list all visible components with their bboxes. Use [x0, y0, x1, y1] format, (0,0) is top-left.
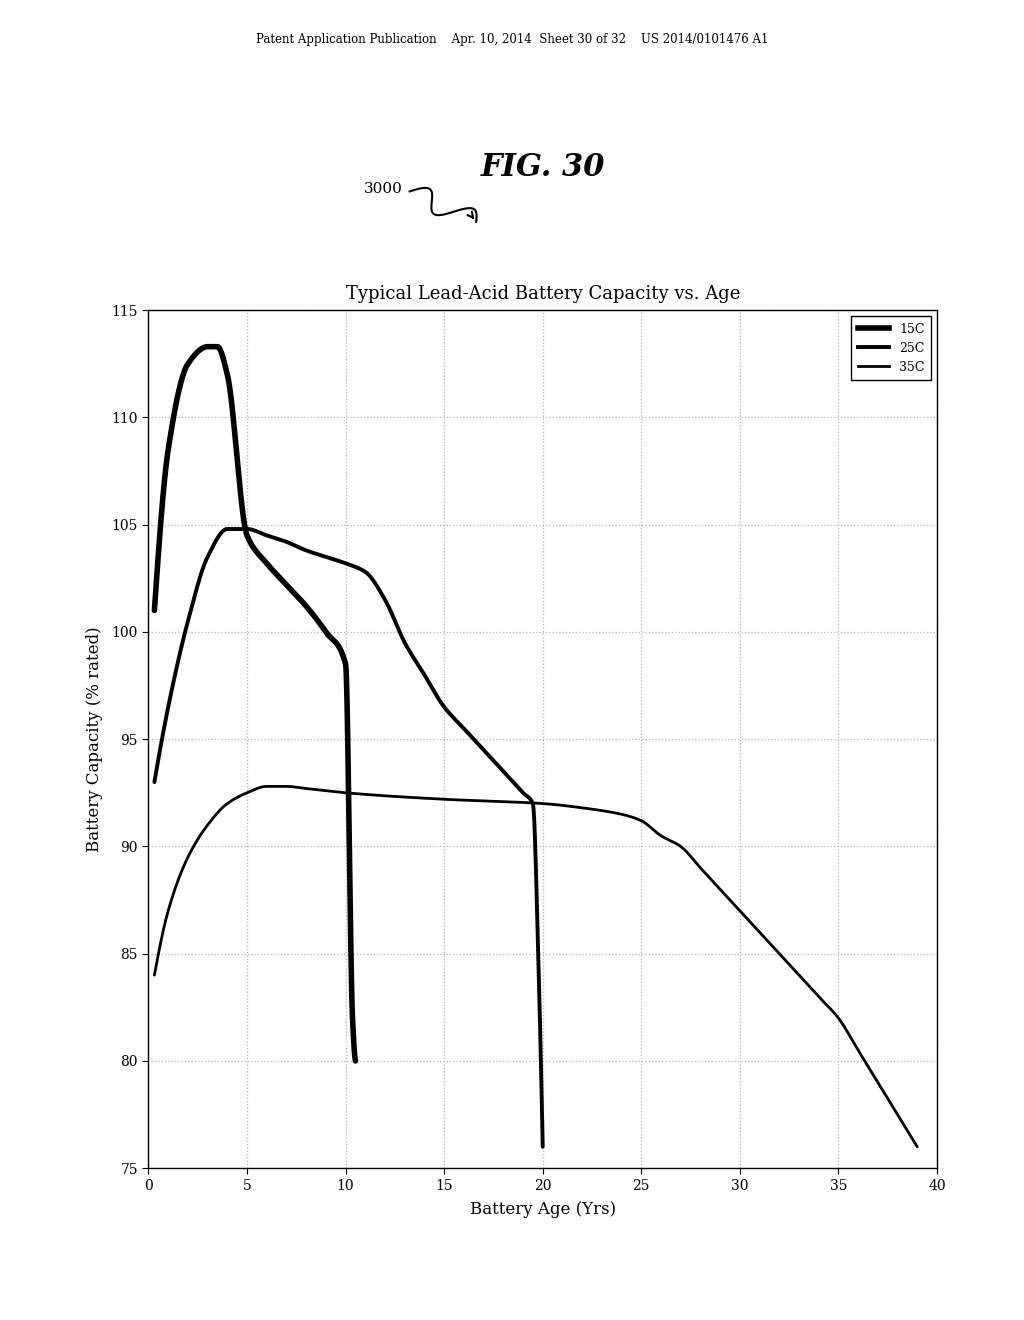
Y-axis label: Battery Capacity (% rated): Battery Capacity (% rated)	[86, 627, 103, 851]
Legend: 15C, 25C, 35C: 15C, 25C, 35C	[852, 317, 931, 380]
Text: 3000: 3000	[364, 182, 402, 197]
Title: Typical Lead-Acid Battery Capacity vs. Age: Typical Lead-Acid Battery Capacity vs. A…	[345, 285, 740, 304]
Text: Patent Application Publication    Apr. 10, 2014  Sheet 30 of 32    US 2014/01014: Patent Application Publication Apr. 10, …	[256, 33, 768, 46]
X-axis label: Battery Age (Yrs): Battery Age (Yrs)	[470, 1201, 615, 1218]
Text: FIG. 30: FIG. 30	[480, 152, 605, 182]
